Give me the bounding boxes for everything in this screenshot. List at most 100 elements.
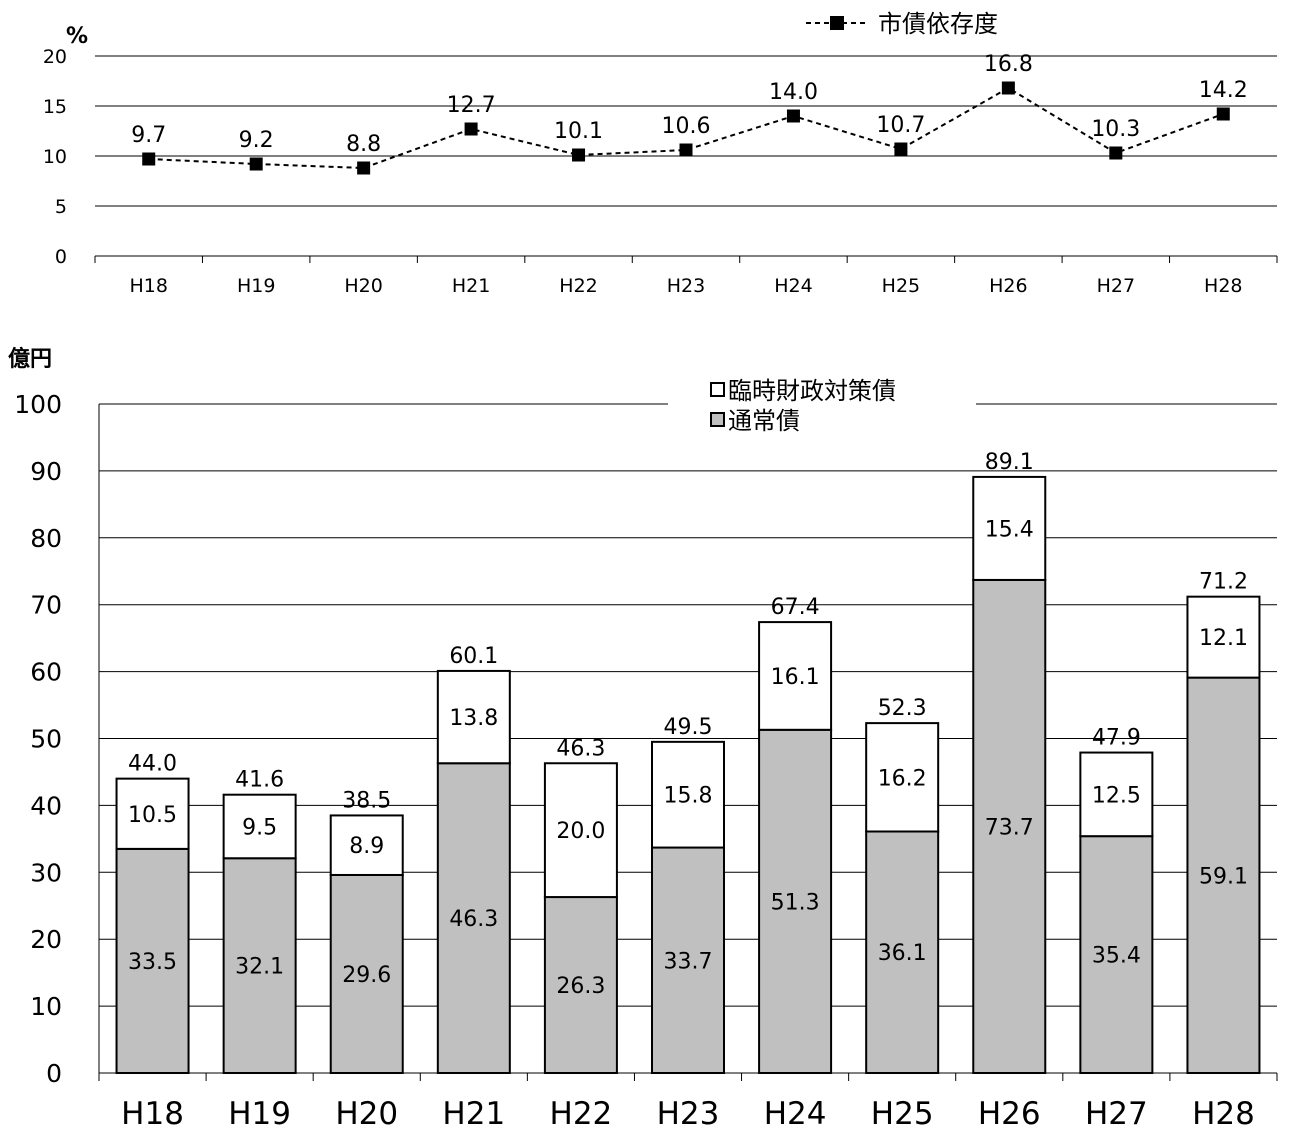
- bar-segment-rinzai: [222, 793, 297, 860]
- line-x-tick-label: H24: [774, 275, 812, 297]
- bar-x-tick-label: H26: [978, 1096, 1041, 1128]
- line-chart-legend: 市債依存度: [806, 10, 998, 38]
- bar-label-total: 49.5: [664, 715, 713, 740]
- bar-label-regular: 36.1: [878, 941, 927, 966]
- line-x-tick-label: H19: [237, 275, 275, 297]
- bar-label-total: 71.2: [1199, 570, 1248, 595]
- bar-segment-rinzai: [1079, 751, 1154, 838]
- line-x-tick-label: H21: [452, 275, 490, 297]
- line-x-tick-label: H20: [344, 275, 382, 297]
- bar-segment-rinzai: [651, 740, 725, 849]
- bar-x-tick-label: H28: [1192, 1096, 1255, 1128]
- legend-label-rinzai-bond: 臨時財政対策債: [728, 377, 896, 405]
- bar-label-regular: 29.6: [342, 963, 391, 988]
- bar-chart: 億円 0 10 20 30 40 50 60 70 80 90 100 H18 H19 H20 H21 H2…: [8, 346, 1278, 1128]
- bar-segment-regular: [543, 896, 618, 1074]
- bar-x-tick-label: H27: [1085, 1096, 1148, 1128]
- bar-y-tick-label: 20: [30, 925, 62, 954]
- bar-label-total: 52.3: [878, 696, 927, 721]
- bar-label-total: 67.4: [771, 595, 820, 620]
- line-point-marker: [464, 122, 478, 136]
- bar-y-tick-label: 100: [14, 390, 62, 419]
- line-data-label: 10.3: [1091, 117, 1140, 142]
- bar-chart-unit-label: 億円: [8, 346, 52, 372]
- bar-label-rinzai: 12.1: [1199, 626, 1248, 651]
- line-series-path: [148, 86, 1224, 170]
- bar-segment-regular: [1186, 676, 1261, 1074]
- bar-y-tick-label: 0: [46, 1059, 62, 1088]
- bar-label-regular: 33.5: [128, 950, 177, 975]
- bar-label-regular: 59.1: [1199, 864, 1248, 889]
- line-chart: % 0 5 10 15 20 H18 H19 H20 H21 H22 H23 H24 H25 H26 H2…: [43, 10, 1278, 297]
- line-x-tick-label: H18: [129, 275, 167, 297]
- bar-x-tick-label: H25: [871, 1096, 934, 1128]
- bar-label-regular: 73.7: [985, 815, 1034, 840]
- line-y-tick-label: 5: [55, 196, 67, 218]
- bar-segment-rinzai: [115, 777, 190, 850]
- bar-segment-rinzai: [436, 669, 511, 765]
- bar-segment-rinzai: [972, 475, 1047, 581]
- line-y-tick-label: 10: [43, 146, 67, 168]
- bar-label-rinzai: 10.5: [128, 803, 177, 828]
- bar-x-tick-label: H22: [550, 1096, 613, 1128]
- legend-white-square-icon: [710, 382, 725, 397]
- bar-x-tick-label: H21: [442, 1096, 505, 1128]
- bar-label-rinzai: 15.4: [985, 517, 1034, 542]
- bar-y-tick-label: 70: [30, 591, 62, 620]
- bar-label-regular: 35.4: [1092, 944, 1141, 969]
- bar-chart-bars: 33.5 10.5 44.0 32.1 9.5 41.6 29.6 8.9 38.5 46.3 13…: [115, 450, 1261, 1075]
- bar-label-rinzai: 9.5: [242, 815, 277, 840]
- bar-label-total: 44.0: [128, 752, 177, 777]
- bar-segment-rinzai: [1186, 595, 1261, 679]
- line-point-marker: [572, 148, 586, 162]
- line-data-label: 9.7: [131, 123, 166, 148]
- bar-y-tick-label: 40: [30, 791, 62, 820]
- bar-label-regular: 46.3: [449, 907, 498, 932]
- bar-label-rinzai: 20.0: [556, 819, 605, 844]
- bar-label-total: 89.1: [985, 450, 1034, 475]
- line-y-tick-label: 0: [55, 246, 67, 268]
- bar-y-tick-label: 30: [30, 858, 62, 887]
- line-y-tick-label: 20: [43, 46, 67, 68]
- line-chart-gridlines: [95, 55, 1277, 257]
- bar-segment-regular: [1079, 835, 1154, 1075]
- bar-label-regular: 33.7: [664, 949, 713, 974]
- bar-x-tick-label: H24: [764, 1096, 827, 1128]
- bar-segment-rinzai: [758, 621, 833, 731]
- line-point-marker: [679, 143, 693, 157]
- line-x-tick-label: H22: [559, 275, 597, 297]
- bar-label-rinzai: 16.1: [771, 665, 820, 690]
- bar-segment-rinzai: [329, 814, 404, 876]
- bar-label-rinzai: 8.9: [349, 834, 384, 859]
- bar-label-total: 60.1: [449, 644, 498, 669]
- bar-segment-regular: [115, 847, 190, 1075]
- line-chart-unit-label: %: [66, 24, 88, 49]
- bar-x-tick-label: H18: [121, 1096, 184, 1128]
- bar-y-tick-label: 10: [30, 992, 62, 1021]
- line-data-label: 10.1: [554, 119, 603, 144]
- bar-label-rinzai: 15.8: [664, 784, 713, 809]
- line-chart-x-ticks: H18 H19 H20 H21 H22 H23 H24 H25 H26 H27 H28: [94, 256, 1278, 297]
- bar-label-regular: 51.3: [771, 890, 820, 915]
- bar-label-total: 41.6: [235, 768, 284, 793]
- legend-gray-square-icon: [710, 412, 725, 427]
- line-data-label: 16.8: [984, 52, 1033, 77]
- line-data-label: 14.2: [1199, 78, 1248, 103]
- line-point-marker: [894, 142, 908, 156]
- bar-segment-regular: [972, 578, 1047, 1075]
- bar-label-total: 47.9: [1092, 726, 1141, 751]
- bar-chart-legend: 臨時財政対策債 通常債: [668, 372, 976, 438]
- bar-segment-regular: [329, 873, 404, 1075]
- line-x-tick-label: H26: [989, 275, 1027, 297]
- bar-y-tick-label: 60: [30, 658, 62, 687]
- line-point-marker: [786, 109, 800, 123]
- line-point-marker: [249, 157, 263, 171]
- bar-x-tick-label: H19: [228, 1096, 291, 1128]
- bar-y-tick-label: 90: [30, 457, 62, 486]
- bar-label-total: 46.3: [556, 736, 605, 761]
- bar-segment-regular: [758, 728, 833, 1074]
- line-chart-y-ticks: 0 5 10 15 20: [43, 46, 67, 268]
- line-data-label: 14.0: [769, 80, 818, 105]
- line-data-label: 10.7: [876, 113, 925, 138]
- line-data-label: 9.2: [239, 128, 274, 153]
